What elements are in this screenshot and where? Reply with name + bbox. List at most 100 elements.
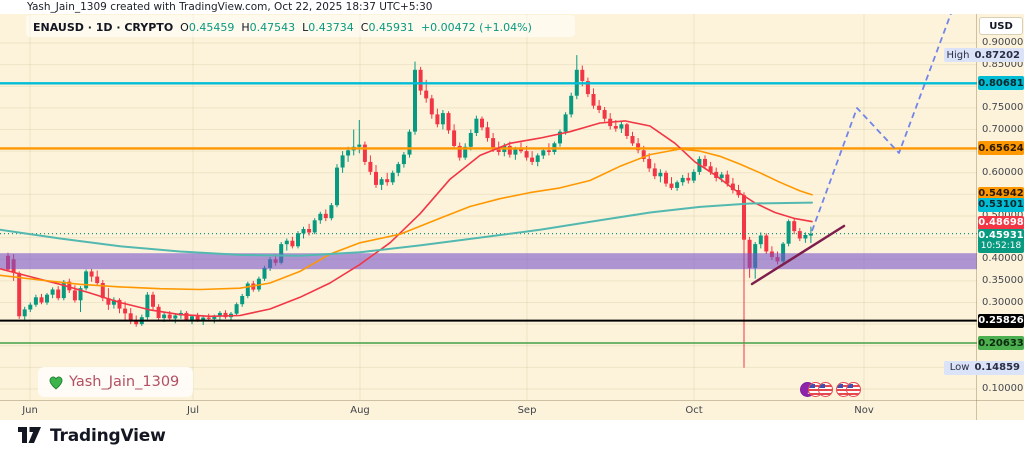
candle-body: [792, 221, 797, 232]
chart-background: [0, 14, 1024, 420]
candle-body: [39, 297, 44, 303]
bar-countdown: 10:52:18: [980, 240, 1022, 251]
ma-fast-red: [0, 120, 813, 318]
candle-body: [357, 144, 362, 147]
candle-body: [145, 294, 150, 318]
candle-body: [463, 146, 468, 158]
price-change: +0.00472 (+1.04%): [420, 20, 532, 34]
candle-body: [256, 278, 261, 290]
badge-value: 0.25826: [978, 315, 1024, 327]
candle-body: [524, 151, 529, 158]
candle-body: [619, 124, 624, 129]
candle-body: [491, 138, 496, 149]
price-tick: 0.70000: [982, 123, 1024, 135]
candle-body: [45, 294, 49, 303]
candle-body: [742, 195, 746, 240]
price-badge-0.80681: 0.80681: [978, 76, 1024, 91]
ma-medium-orange: [0, 148, 813, 291]
candle-body: [803, 235, 808, 239]
candle-body: [647, 158, 652, 169]
month-label-sep: Sep: [517, 405, 537, 416]
price-badge-0.45931: 0.45931 10:52:18: [978, 228, 1024, 253]
candle-body: [379, 179, 384, 185]
candle-body: [212, 316, 217, 319]
price-badge-0.20633: 0.20633: [978, 336, 1024, 350]
candle-body: [602, 110, 607, 119]
ohlc-c: C0.45931: [361, 21, 414, 34]
candle-body: [541, 150, 546, 156]
tradingview-logo[interactable]: TradingView: [18, 426, 166, 446]
candle-body: [725, 174, 730, 184]
time-axis[interactable]: Jun Jul Aug Sep Oct Nov: [0, 400, 1024, 421]
candle-body: [563, 114, 568, 132]
candle-body: [190, 316, 194, 320]
candle-body: [390, 172, 395, 183]
projection-path[interactable]: [811, 14, 953, 232]
candle-body: [435, 114, 440, 125]
candle-body: [480, 118, 484, 128]
price-tick: 0.10000: [982, 383, 1024, 394]
candlestick-chart-canvas[interactable]: [0, 14, 1024, 400]
candle-body: [234, 304, 239, 314]
ohlc-key: O: [180, 20, 189, 34]
candle-body: [296, 233, 300, 247]
candle-body: [452, 130, 457, 146]
support-trendline[interactable]: [750, 224, 846, 286]
price-badge-0.65624: 0.65624: [978, 141, 1024, 156]
candle-body: [78, 288, 83, 301]
badge-value: 0.65624: [978, 142, 1024, 154]
candle-body: [597, 105, 602, 110]
candle-body: [84, 271, 89, 289]
month-label-oct: Oct: [685, 405, 703, 416]
price-tick: 0.85000: [982, 58, 1024, 70]
ohlc-key: L: [302, 20, 309, 34]
candle-body: [530, 157, 535, 162]
price-badge-0.48698: 0.48698: [978, 215, 1024, 230]
candle-body: [374, 171, 378, 185]
currency-button[interactable]: USD: [979, 17, 1023, 35]
candle-body: [407, 131, 412, 155]
candle-body: [173, 315, 178, 319]
candle-body: [424, 90, 429, 99]
candle-body: [240, 296, 245, 305]
badge-value: 0.53101: [978, 199, 1024, 211]
badge-value: 0.45931: [978, 229, 1024, 241]
candle-body: [162, 314, 167, 319]
candle-body: [786, 221, 791, 244]
candle-body: [797, 231, 802, 239]
candle-body: [22, 309, 27, 317]
badge-value: 0.20633: [978, 337, 1024, 349]
candle-body: [323, 213, 328, 219]
candle-body: [708, 166, 713, 172]
candle-body: [758, 235, 763, 245]
ohlc-key: C: [360, 20, 369, 34]
supply-zone-band[interactable]: [0, 253, 977, 270]
heart-icon: [48, 375, 64, 390]
candle-body: [167, 314, 172, 319]
legend-backdrop: [26, 15, 575, 37]
ohlc-value: 0.45459: [188, 20, 235, 34]
candle-body: [652, 168, 657, 177]
candle-body: [262, 267, 267, 279]
us-flag-event-icon[interactable]: [818, 382, 833, 397]
candle-body: [56, 289, 61, 299]
tradingview-logo-icon: [18, 427, 43, 445]
us-flag-event-icon[interactable]: [846, 382, 861, 397]
candle-body: [72, 290, 77, 301]
price-axis[interactable]: USD 0.90000 0.85000 0.75000 0.70000 0.60000 0…: [944, 14, 1024, 420]
candle-body: [128, 313, 133, 321]
candle-body: [111, 299, 116, 305]
candle-body: [362, 144, 367, 162]
candle-body: [217, 312, 222, 317]
ohlc-value: 0.45931: [368, 20, 414, 34]
price-tick: 0.90000: [982, 37, 1024, 48]
candle-body: [664, 172, 668, 184]
price-tick: 0.35000: [982, 274, 1024, 286]
candle-body: [703, 158, 707, 167]
candle-body: [123, 308, 128, 314]
candle-body: [474, 118, 479, 133]
symbol-title[interactable]: ENAUSD · 1D · CRYPTO: [33, 20, 174, 34]
candle-body: [413, 69, 417, 132]
